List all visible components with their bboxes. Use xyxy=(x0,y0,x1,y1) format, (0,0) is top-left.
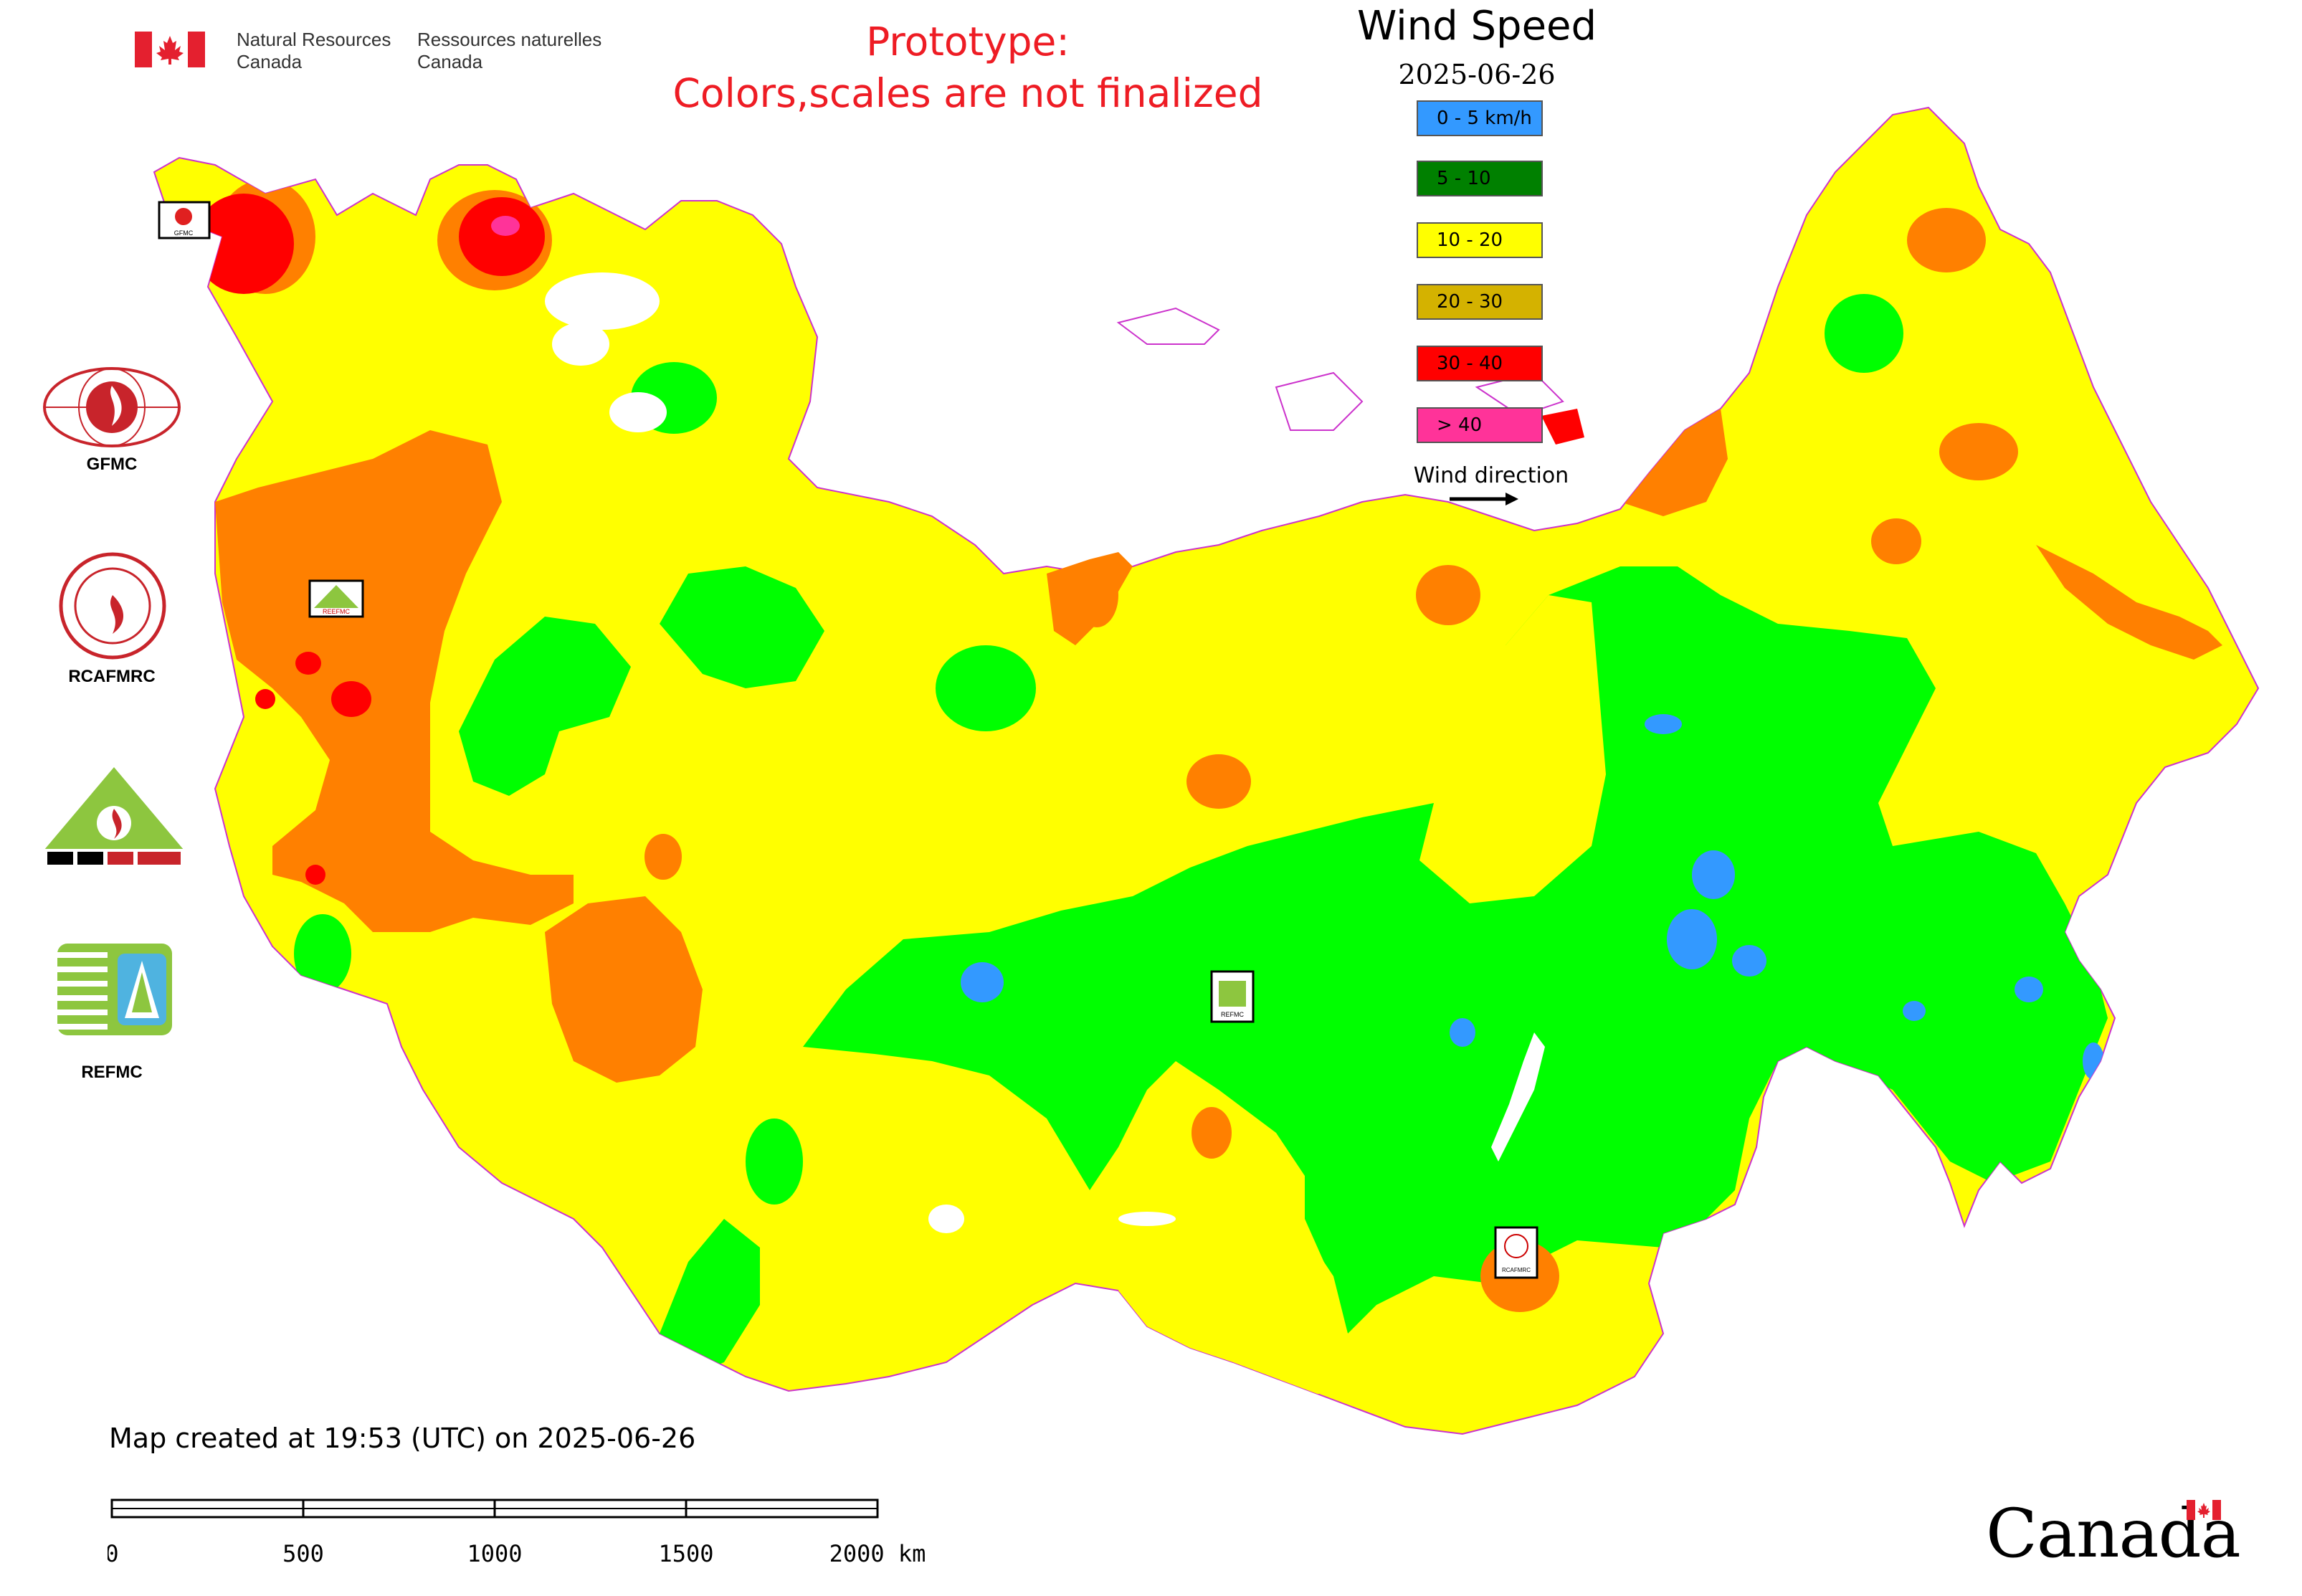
island-wrangel xyxy=(1541,409,1584,445)
zone-fresh-siberia-1 xyxy=(1416,565,1480,625)
lake-baikal xyxy=(1491,1032,1545,1162)
zone-calm-2 xyxy=(1667,909,1717,969)
scale-label-2000: 2000 km xyxy=(829,1540,926,1567)
zone-calm-10 xyxy=(2069,1121,2089,1144)
lake-ladoga xyxy=(609,392,667,432)
prototype-line-2: Colors,scales are not finalized xyxy=(672,70,1263,116)
refmc-logo-icon xyxy=(57,944,172,1035)
refmc-label: REFMC xyxy=(81,1063,143,1082)
zone-calm-6 xyxy=(2015,977,2043,1002)
prototype-notice: Prototype: Colors,scales are not finaliz… xyxy=(645,16,1290,119)
canada-wordmark-flag-icon xyxy=(2187,1500,2221,1520)
zone-calm-8 xyxy=(1645,714,1682,734)
zone-calm-9 xyxy=(1903,1001,1926,1021)
zone-light-west-1 xyxy=(459,617,631,796)
island-severnaya xyxy=(1275,371,1364,431)
zone-strong-europe-2 xyxy=(295,652,321,675)
legend-class-fresh: 20 - 30 xyxy=(1417,284,1543,320)
zone-light-west-2 xyxy=(660,566,824,688)
zone-strong-kola xyxy=(459,197,545,276)
marker-label-rcafmrc: RCAFMRC xyxy=(1502,1267,1531,1273)
zone-light-kamchatka xyxy=(1825,294,1903,373)
map-marker-refmc[interactable]: REFMC xyxy=(1210,970,1255,1023)
zone-fresh-chukotka xyxy=(1620,409,1728,516)
zone-strong-europe-3 xyxy=(305,865,325,885)
legend-class-calm: 0 - 5 km/h xyxy=(1417,100,1543,136)
zone-fresh-kazakh xyxy=(1192,1107,1232,1159)
zone-strong-norway xyxy=(194,194,294,294)
zone-light-central-asia xyxy=(746,1118,803,1205)
zone-light-east xyxy=(803,566,2108,1334)
zone-fresh-europe xyxy=(215,430,574,932)
scale-label-1500: 1500 xyxy=(658,1540,713,1567)
island-franz-josef xyxy=(1116,307,1220,345)
zone-light-west-3 xyxy=(936,645,1036,731)
nrcan-signature: Natural Resources Canada Ressources natu… xyxy=(135,29,622,72)
nrcan-english: Natural Resources Canada xyxy=(237,29,391,72)
island-novaya-zemlya xyxy=(1047,552,1133,645)
gfmc-logo-icon xyxy=(43,367,181,447)
zone-fresh-ural xyxy=(645,834,682,880)
scale-bar: 0 500 1000 1500 2000 km xyxy=(108,1498,926,1567)
zone-gale-kola xyxy=(491,216,520,236)
nrcan-french: Ressources naturelles Canada xyxy=(417,29,602,72)
zone-fresh-east-1 xyxy=(1907,208,1986,272)
lake-aral xyxy=(928,1205,964,1233)
zone-calm-3 xyxy=(1732,945,1766,977)
zone-calm-1 xyxy=(1692,850,1735,899)
zone-light-europe-1 xyxy=(294,914,351,993)
lake-onega xyxy=(552,323,609,366)
gfmc-label: GFMC xyxy=(86,455,138,474)
zone-fresh-okhotsk xyxy=(1871,518,1921,564)
map-marker-rcafmrc[interactable]: RCAFMRC xyxy=(1494,1226,1538,1279)
zone-light-caspian xyxy=(660,1219,760,1377)
legend-class-strong: 30 - 40 xyxy=(1417,346,1543,381)
zone-calm-4 xyxy=(1450,1018,1475,1047)
marker-label-refmc: REFMC xyxy=(1221,1011,1244,1018)
marker-label-gfmc: GFMC xyxy=(174,229,194,237)
map-marker-reefmc[interactable]: REEFMC xyxy=(308,579,364,618)
wind-direction-label: Wind direction xyxy=(1413,463,1569,488)
zone-moderate-inlet xyxy=(1419,595,1606,903)
marker-label-reefmc: REEFMC xyxy=(323,608,351,615)
wind-direction-arrow-icon xyxy=(1450,493,1518,505)
legend-date: 2025-06-26 xyxy=(1398,59,1556,90)
scale-label-0: 0 xyxy=(108,1540,119,1567)
map-marker-gfmc[interactable]: GFMC xyxy=(158,201,211,239)
lake-balkhash xyxy=(1118,1212,1176,1226)
white-sea xyxy=(545,272,660,330)
legend-class-light: 5 - 10 xyxy=(1417,161,1543,196)
map-created-timestamp: Map created at 19:53 (UTC) on 2025-06-26 xyxy=(109,1422,696,1454)
zone-calm-5 xyxy=(961,962,1004,1002)
reefmc-logo-icon xyxy=(40,767,188,868)
zone-fresh-ukraine xyxy=(545,896,703,1083)
zone-strong-europe-1 xyxy=(331,681,371,717)
zone-fresh-ne xyxy=(1939,423,2018,480)
legend-class-gale: > 40 xyxy=(1417,407,1543,443)
scale-label-1000: 1000 xyxy=(467,1540,522,1567)
prototype-line-1: Prototype: xyxy=(866,19,1070,65)
legend-class-moderate: 10 - 20 xyxy=(1417,222,1543,258)
zone-moderate-south xyxy=(1118,1118,1348,1405)
scale-label-500: 500 xyxy=(282,1540,324,1567)
legend-title: Wind Speed xyxy=(1356,3,1597,49)
zone-fresh-siberia-2 xyxy=(1186,754,1251,809)
rcafmrc-label: RCAFMRC xyxy=(68,667,156,686)
rcafmrc-logo-icon xyxy=(59,552,166,660)
zone-fresh-kamchatka-south xyxy=(2036,545,2222,660)
zone-strong-europe-4 xyxy=(255,689,275,709)
canada-flag-icon xyxy=(135,32,205,67)
